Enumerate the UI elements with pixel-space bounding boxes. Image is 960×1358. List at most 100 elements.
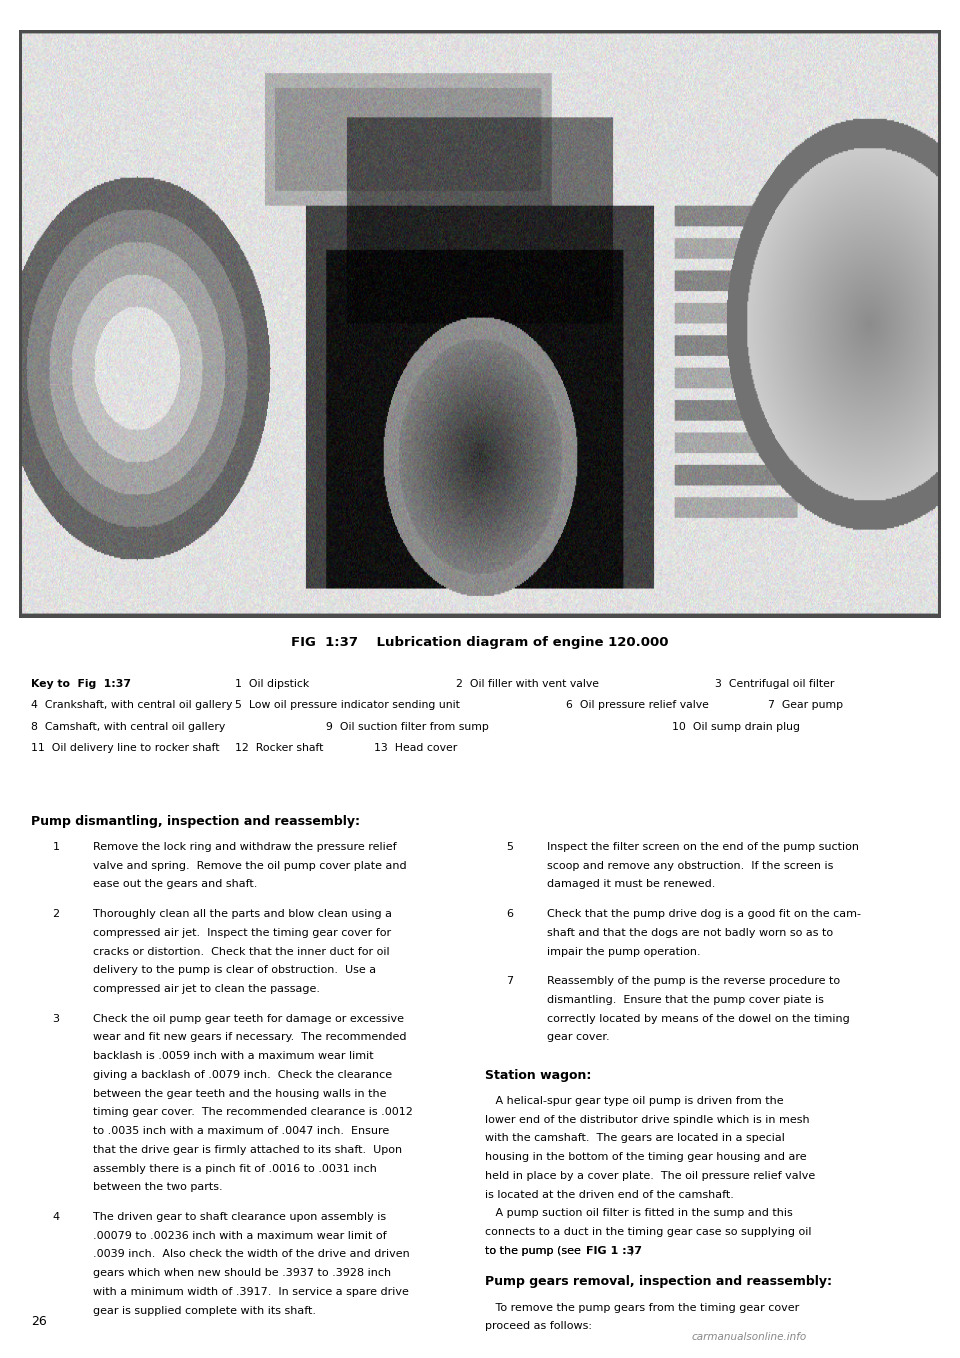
- Text: 9  Oil suction filter from sump: 9 Oil suction filter from sump: [326, 722, 490, 732]
- Text: 12: 12: [744, 577, 754, 585]
- Text: Pump gears removal, inspection and reassembly:: Pump gears removal, inspection and reass…: [485, 1275, 831, 1289]
- Text: The driven gear to shaft clearance upon assembly is: The driven gear to shaft clearance upon …: [93, 1211, 386, 1222]
- Text: backlash is .0059 inch with a maximum wear limit: backlash is .0059 inch with a maximum we…: [93, 1051, 373, 1061]
- Text: 7  Gear pump: 7 Gear pump: [768, 701, 843, 710]
- Text: 6: 6: [507, 909, 514, 919]
- Text: 2: 2: [41, 261, 45, 269]
- Text: gear cover.: gear cover.: [547, 1032, 610, 1043]
- Text: 1: 1: [53, 842, 60, 851]
- Text: between the gear teeth and the housing walls in the: between the gear teeth and the housing w…: [93, 1089, 387, 1099]
- Text: 7: 7: [507, 976, 514, 986]
- Text: 3: 3: [40, 342, 46, 350]
- Text: Thoroughly clean all the parts and blow clean using a: Thoroughly clean all the parts and blow …: [93, 909, 392, 919]
- Text: 8: 8: [435, 577, 439, 585]
- Text: FIG 1 :37: FIG 1 :37: [586, 1245, 642, 1256]
- FancyBboxPatch shape: [19, 30, 941, 618]
- Text: 11  Oil delivery line to rocker shaft: 11 Oil delivery line to rocker shaft: [31, 743, 219, 754]
- Text: with a minimum width of .3917.  In service a spare drive: with a minimum width of .3917. In servic…: [93, 1287, 409, 1297]
- Text: .00079 to .00236 inch with a maximum wear limit of: .00079 to .00236 inch with a maximum wea…: [93, 1230, 387, 1241]
- Text: dismantling.  Ensure that the pump cover piate is: dismantling. Ensure that the pump cover …: [547, 995, 824, 1005]
- Text: timing gear cover.  The recommended clearance is .0012: timing gear cover. The recommended clear…: [93, 1107, 413, 1118]
- Text: impair the pump operation.: impair the pump operation.: [547, 947, 701, 956]
- Text: 6: 6: [146, 587, 152, 595]
- Text: 5: 5: [69, 577, 75, 585]
- Text: 26: 26: [31, 1315, 46, 1328]
- Text: is located at the driven end of the camshaft.: is located at the driven end of the cams…: [485, 1190, 733, 1199]
- Circle shape: [547, 561, 576, 602]
- Circle shape: [845, 561, 874, 602]
- Text: 5: 5: [507, 842, 514, 851]
- Text: 2: 2: [53, 909, 60, 919]
- Text: Pump dismantling, inspection and reassembly:: Pump dismantling, inspection and reassem…: [31, 815, 360, 828]
- Text: to the pump (see              ).: to the pump (see ).: [485, 1245, 637, 1256]
- Text: housing in the bottom of the timing gear housing and are: housing in the bottom of the timing gear…: [485, 1152, 806, 1162]
- Text: 8  Camshaft, with central oil gallery: 8 Camshaft, with central oil gallery: [31, 722, 225, 732]
- Text: with the camshaft.  The gears are located in a special: with the camshaft. The gears are located…: [485, 1134, 784, 1143]
- Text: Check that the pump drive dog is a good fit on the cam-: Check that the pump drive dog is a good …: [547, 909, 861, 919]
- Text: 6  Oil pressure relief valve: 6 Oil pressure relief valve: [566, 701, 709, 710]
- Text: 4: 4: [53, 1211, 60, 1222]
- Text: 11: 11: [619, 577, 629, 585]
- Text: compressed air jet.  Inspect the timing gear cover for: compressed air jet. Inspect the timing g…: [93, 928, 392, 938]
- Text: Key to  Fig  1:37: Key to Fig 1:37: [31, 679, 131, 689]
- Text: 3: 3: [53, 1013, 60, 1024]
- Text: 5  Low oil pressure indicator sending unit: 5 Low oil pressure indicator sending uni…: [235, 701, 460, 710]
- Text: 12  Rocker shaft: 12 Rocker shaft: [235, 743, 324, 754]
- Circle shape: [734, 561, 763, 602]
- Text: scoop and remove any obstruction.  If the screen is: scoop and remove any obstruction. If the…: [547, 861, 833, 870]
- Text: 4: 4: [40, 424, 46, 432]
- Text: carmanualsonline.info: carmanualsonline.info: [691, 1332, 806, 1342]
- Text: A helical-spur gear type oil pump is driven from the: A helical-spur gear type oil pump is dri…: [485, 1096, 783, 1105]
- Text: between the two parts.: between the two parts.: [93, 1183, 223, 1192]
- Circle shape: [29, 326, 58, 367]
- Text: lower end of the distributor drive spindle which is in mesh: lower end of the distributor drive spind…: [485, 1115, 809, 1124]
- Text: compressed air jet to clean the passage.: compressed air jet to clean the passage.: [93, 985, 320, 994]
- Text: .0039 inch.  Also check the width of the drive and driven: .0039 inch. Also check the width of the …: [93, 1249, 410, 1259]
- Text: 9: 9: [496, 580, 502, 588]
- Text: 4  Crankshaft, with central oil gallery: 4 Crankshaft, with central oil gallery: [31, 701, 232, 710]
- Text: that the drive gear is firmly attached to its shaft.  Upon: that the drive gear is firmly attached t…: [93, 1145, 402, 1154]
- Text: 10: 10: [557, 577, 566, 585]
- Text: connects to a duct in the timing gear case so supplying oil: connects to a duct in the timing gear ca…: [485, 1228, 811, 1237]
- Text: cracks or distortion.  Check that the inner duct for oil: cracks or distortion. Check that the inn…: [93, 947, 390, 956]
- Text: to .0035 inch with a maximum of .0047 inch.  Ensure: to .0035 inch with a maximum of .0047 in…: [93, 1126, 390, 1137]
- Text: Station wagon:: Station wagon:: [485, 1069, 591, 1082]
- Text: 3  Centrifugal oil filter: 3 Centrifugal oil filter: [715, 679, 834, 689]
- Text: correctly located by means of the dowel on the timing: correctly located by means of the dowel …: [547, 1013, 850, 1024]
- Text: 1: 1: [70, 75, 74, 83]
- Text: delivery to the pump is clear of obstruction.  Use a: delivery to the pump is clear of obstruc…: [93, 966, 376, 975]
- Circle shape: [485, 564, 514, 604]
- Text: 2  Oil filler with vent valve: 2 Oil filler with vent valve: [456, 679, 599, 689]
- Text: Reassembly of the pump is the reverse procedure to: Reassembly of the pump is the reverse pr…: [547, 976, 840, 986]
- Text: 10  Oil sump drain plug: 10 Oil sump drain plug: [672, 722, 800, 732]
- Text: 13: 13: [854, 577, 864, 585]
- Text: damaged it must be renewed.: damaged it must be renewed.: [547, 880, 715, 889]
- Text: gear is supplied complete with its shaft.: gear is supplied complete with its shaft…: [93, 1305, 316, 1316]
- Circle shape: [610, 561, 638, 602]
- Text: Check the oil pump gear teeth for damage or excessive: Check the oil pump gear teeth for damage…: [93, 1013, 404, 1024]
- Circle shape: [58, 58, 86, 99]
- Text: gears which when new should be .3937 to .3928 inch: gears which when new should be .3937 to …: [93, 1268, 392, 1278]
- Circle shape: [58, 561, 86, 602]
- Text: 7: 7: [232, 588, 238, 596]
- Text: giving a backlash of .0079 inch.  Check the clearance: giving a backlash of .0079 inch. Check t…: [93, 1070, 393, 1080]
- Text: held in place by a cover plate.  The oil pressure relief valve: held in place by a cover plate. The oil …: [485, 1171, 815, 1181]
- Circle shape: [29, 407, 58, 448]
- Text: 13  Head cover: 13 Head cover: [374, 743, 458, 754]
- Circle shape: [134, 570, 163, 611]
- Circle shape: [29, 244, 58, 285]
- Text: shaft and that the dogs are not badly worn so as to: shaft and that the dogs are not badly wo…: [547, 928, 833, 938]
- Text: ease out the gears and shaft.: ease out the gears and shaft.: [93, 880, 257, 889]
- Text: FIG  1:37    Lubrication diagram of engine 120.000: FIG 1:37 Lubrication diagram of engine 1…: [291, 636, 669, 649]
- Text: Inspect the filter screen on the end of the pump suction: Inspect the filter screen on the end of …: [547, 842, 859, 851]
- Text: To remove the pump gears from the timing gear cover: To remove the pump gears from the timing…: [485, 1302, 799, 1313]
- Text: wear and fit new gears if necessary.  The recommended: wear and fit new gears if necessary. The…: [93, 1032, 407, 1043]
- Text: 1  Oil dipstick: 1 Oil dipstick: [235, 679, 309, 689]
- Circle shape: [422, 561, 451, 602]
- Text: assembly there is a pinch fit of .0016 to .0031 inch: assembly there is a pinch fit of .0016 t…: [93, 1164, 377, 1173]
- Circle shape: [221, 572, 250, 612]
- Text: A pump suction oil filter is fitted in the sump and this: A pump suction oil filter is fitted in t…: [485, 1209, 793, 1218]
- Text: Remove the lock ring and withdraw the pressure relief: Remove the lock ring and withdraw the pr…: [93, 842, 396, 851]
- Text: proceed as follows:: proceed as follows:: [485, 1321, 591, 1331]
- Text: valve and spring.  Remove the oil pump cover plate and: valve and spring. Remove the oil pump co…: [93, 861, 407, 870]
